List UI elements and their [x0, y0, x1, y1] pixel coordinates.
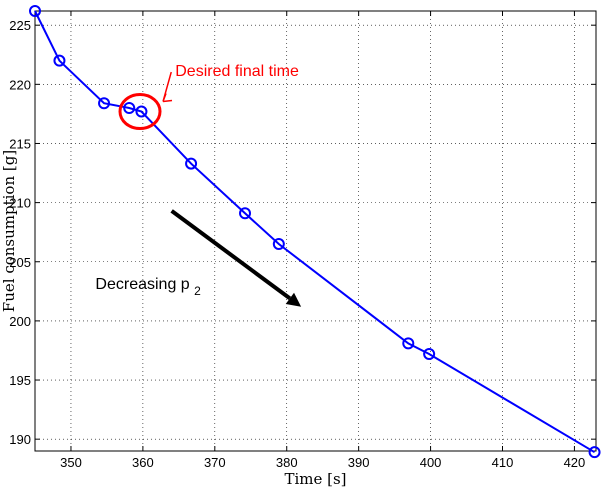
y-tick-label: 210	[9, 196, 31, 211]
ticks: 350 360 370 380 390 400 410 420 190 195 200 205 210 2…	[9, 11, 596, 470]
y-tick-label: 200	[9, 314, 31, 329]
data-point-marker	[98, 97, 111, 110]
decreasing-arrow-head	[285, 292, 302, 307]
desired-final-time-circle	[118, 93, 162, 131]
x-tick-label: 400	[420, 455, 442, 470]
y-tick-label: 190	[9, 432, 31, 447]
y-tick-label: 205	[9, 255, 31, 270]
decreasing-p-text: Decreasing p	[95, 276, 189, 293]
x-tick-label: 390	[348, 455, 370, 470]
x-tick-label: 360	[132, 455, 154, 470]
y-tick-label: 195	[9, 373, 31, 388]
plot-frame	[34, 10, 597, 452]
desired-final-time-label: Desired final time	[175, 63, 299, 80]
series-polyline	[34, 10, 596, 454]
decreasing-p-subscript: 2	[194, 284, 201, 298]
series-line	[29, 5, 601, 459]
y-tick-label: 215	[9, 136, 31, 151]
x-tick-label: 420	[564, 455, 586, 470]
data-point-marker	[123, 101, 136, 114]
data-point-marker	[53, 54, 66, 67]
data-point-marker	[588, 446, 601, 459]
data-point-marker	[185, 157, 198, 170]
grid-lines	[35, 11, 596, 451]
decreasing-p2-label: Decreasing p 2	[95, 276, 201, 298]
x-tick-label: 370	[204, 455, 226, 470]
data-point-marker	[423, 348, 436, 361]
annotations: Desired final time Decreasing p 2	[95, 63, 302, 307]
x-tick-label: 350	[60, 455, 82, 470]
data-point-marker	[135, 105, 148, 118]
data-point-marker	[272, 238, 285, 251]
y-axis-label: Fuel consumption [g]	[0, 150, 18, 312]
y-tick-label: 220	[9, 77, 31, 92]
data-point-marker	[239, 207, 252, 220]
data-point-marker	[29, 5, 41, 17]
x-tick-label: 380	[276, 455, 298, 470]
x-axis-label: Time [s]	[284, 470, 346, 488]
desired-final-time-arrow	[162, 71, 173, 103]
data-point-marker	[402, 337, 415, 350]
y-tick-label: 225	[9, 18, 31, 33]
decreasing-arrow-shaft	[170, 209, 292, 300]
x-tick-label: 410	[492, 455, 514, 470]
